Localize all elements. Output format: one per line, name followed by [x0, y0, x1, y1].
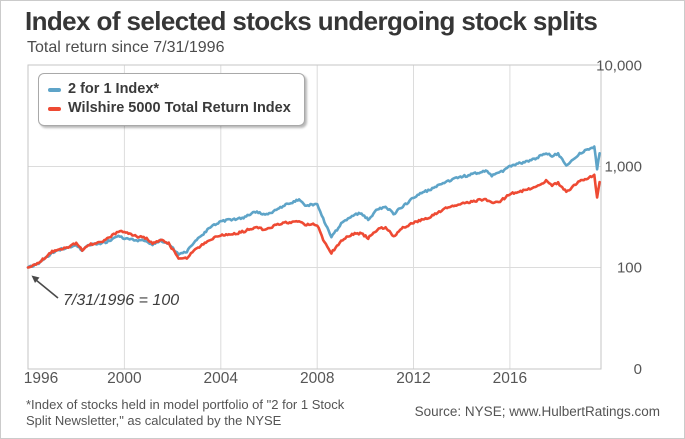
- x-axis-tick-label: 2012: [396, 370, 430, 387]
- legend-item-wilshire5000: Wilshire 5000 Total Return Index: [48, 99, 291, 118]
- y-axis-tick-label: 100: [617, 260, 642, 277]
- footnote-line-1: *Index of stocks held in model portfolio…: [26, 397, 345, 412]
- chart-legend: 2 for 1 Index* Wilshire 5000 Total Retur…: [38, 73, 305, 126]
- base-value-annotation: 7/31/1996 = 100: [63, 292, 180, 309]
- page-title: Index of selected stocks undergoing stoc…: [25, 6, 598, 36]
- y-axis-tick-label: 1,000: [604, 159, 642, 176]
- x-axis-tick-label: 2016: [493, 370, 527, 387]
- y-axis-tick-label: 10,000: [596, 58, 642, 75]
- plot-border: [27, 64, 602, 370]
- annotation-arrowhead-icon: [31, 275, 40, 283]
- legend-label-wilshire5000: Wilshire 5000 Total Return Index: [68, 100, 291, 116]
- annotation-arrow-line: [35, 279, 59, 299]
- x-axis-tick-label: 1996: [24, 370, 58, 387]
- x-axis-tick-label: 2004: [204, 370, 239, 387]
- footnote-line-2: Split Newsletter," as calculated by the …: [26, 413, 282, 428]
- series-line-2for1-index: [26, 145, 601, 269]
- x-axis-tick-label: 2008: [300, 370, 334, 387]
- legend-item-2for1-index: 2 for 1 Index*: [48, 80, 291, 99]
- red-line-swatch-icon: [48, 106, 61, 111]
- x-axis-tick-label: 2000: [107, 370, 142, 387]
- legend-label-2for1: 2 for 1 Index*: [68, 81, 160, 97]
- y-axis-tick-label: 0: [634, 361, 642, 378]
- chart-subtitle: Total return since 7/31/1996: [27, 39, 225, 56]
- footnote: *Index of stocks held in model portfolio…: [26, 397, 344, 429]
- blue-line-swatch-icon: [48, 87, 61, 92]
- source-credit: Source: NYSE; www.HulbertRatings.com: [414, 404, 660, 419]
- series-line-wilshire5000: [26, 173, 601, 269]
